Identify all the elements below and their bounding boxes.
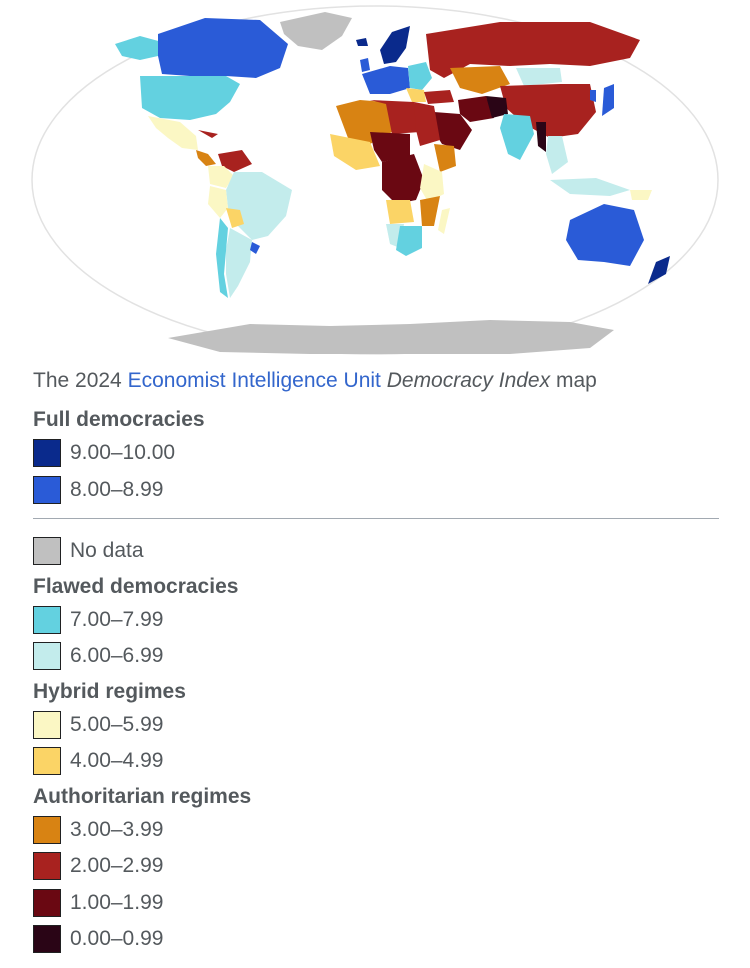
- new-zealand: [648, 256, 670, 284]
- japan: [602, 84, 614, 116]
- horn-of-africa: [434, 144, 456, 172]
- india: [500, 114, 534, 160]
- legend-item: 7.00–7.99: [33, 602, 719, 639]
- legend-label: 0.00–0.99: [70, 927, 164, 951]
- legend-heading-hybrid: Hybrid regimes: [33, 679, 186, 703]
- eastern-europe: [408, 62, 432, 90]
- china: [500, 84, 596, 138]
- legend-label: 1.00–1.99: [70, 890, 164, 914]
- western-europe: [362, 66, 410, 94]
- egypt-sudan: [414, 102, 440, 146]
- legend-swatch: [33, 475, 61, 504]
- legend-item: 5.00–5.99: [33, 707, 719, 744]
- legend-label: 3.00–3.99: [70, 817, 164, 841]
- uk: [360, 58, 370, 72]
- democracy-index-title: Democracy Index: [386, 369, 551, 392]
- legend-label: 8.00–8.99: [70, 477, 164, 501]
- australia: [566, 204, 644, 266]
- caption-prefix: The 2024: [33, 369, 128, 392]
- legend-swatch: [33, 605, 61, 634]
- uruguay: [250, 242, 260, 254]
- world-map[interactable]: [30, 4, 720, 356]
- legend-label: 5.00–5.99: [70, 712, 164, 736]
- angola: [386, 200, 414, 224]
- afghanistan: [486, 96, 508, 118]
- southeast-asia: [546, 136, 568, 174]
- legend-swatch: [33, 710, 61, 739]
- russia: [426, 22, 640, 78]
- legend-swatch: [33, 537, 61, 566]
- madagascar: [438, 208, 450, 234]
- legend-swatch: [33, 642, 61, 671]
- legend-swatch: [33, 888, 61, 917]
- alaska: [115, 36, 162, 60]
- legend-swatch: [33, 747, 61, 776]
- legend-item-no-data: No data: [33, 533, 719, 570]
- greenland: [280, 12, 352, 50]
- scandinavia: [380, 26, 410, 64]
- legend-swatch: [33, 439, 61, 468]
- bolivia: [226, 208, 244, 228]
- map-caption: The 2024 Economist Intelligence Unit Dem…: [33, 367, 723, 395]
- legend-label: 7.00–7.99: [70, 607, 164, 631]
- iceland: [356, 38, 368, 46]
- mongolia: [516, 68, 562, 86]
- legend-swatch: [33, 815, 61, 844]
- korea: [590, 90, 596, 102]
- usa: [140, 76, 240, 120]
- saudi-arabia: [432, 112, 472, 150]
- kazakhstan: [450, 66, 510, 94]
- algeria-libya: [370, 100, 420, 134]
- map-legend: Full democracies 9.00–10.00 8.00–8.99 No…: [33, 403, 719, 958]
- legend-swatch: [33, 852, 61, 881]
- legend-label: No data: [70, 539, 144, 563]
- myanmar: [536, 122, 546, 152]
- balkans: [406, 88, 426, 102]
- antarctica: [168, 320, 614, 354]
- mozambique-tz: [420, 196, 440, 226]
- cuba: [198, 130, 218, 138]
- png: [630, 190, 652, 200]
- legend-item: 9.00–10.00: [33, 435, 719, 472]
- peru: [208, 186, 228, 218]
- argentina: [226, 228, 252, 298]
- legend-swatch: [33, 925, 61, 954]
- legend-item: 4.00–4.99: [33, 743, 719, 780]
- sahel: [370, 132, 410, 162]
- venezuela: [218, 150, 252, 172]
- west-africa: [330, 134, 380, 170]
- legend-heading-flawed: Flawed democracies: [33, 574, 239, 598]
- colombia: [208, 166, 234, 188]
- legend-heading-authoritarian: Authoritarian regimes: [33, 784, 252, 808]
- east-africa: [420, 164, 444, 202]
- legend-heading-full: Full democracies: [33, 408, 205, 431]
- legend-label: 9.00–10.00: [70, 441, 176, 465]
- world-map-svg: [31, 5, 719, 355]
- eiu-link[interactable]: Economist Intelligence Unit: [127, 369, 381, 392]
- canada: [158, 18, 288, 78]
- legend-item: 6.00–6.99: [33, 638, 719, 675]
- legend-item: 3.00–3.99: [33, 812, 719, 849]
- legend-item: 0.00–0.99: [33, 921, 719, 958]
- central-america: [196, 150, 216, 166]
- caption-suffix: map: [550, 369, 597, 392]
- legend-item: 8.00–8.99: [33, 472, 719, 509]
- legend-item: 2.00–2.99: [33, 848, 719, 885]
- legend-label: 6.00–6.99: [70, 644, 164, 668]
- south-africa: [396, 226, 422, 256]
- turkey: [424, 90, 454, 104]
- legend-label: 2.00–2.99: [70, 854, 164, 878]
- mexico: [148, 116, 198, 150]
- iran: [458, 96, 494, 122]
- legend-divider: [33, 518, 719, 519]
- chile: [216, 218, 228, 298]
- legend-item: 1.00–1.99: [33, 885, 719, 922]
- central-africa: [382, 154, 424, 204]
- indonesia: [550, 178, 630, 196]
- legend-label: 4.00–4.99: [70, 749, 164, 773]
